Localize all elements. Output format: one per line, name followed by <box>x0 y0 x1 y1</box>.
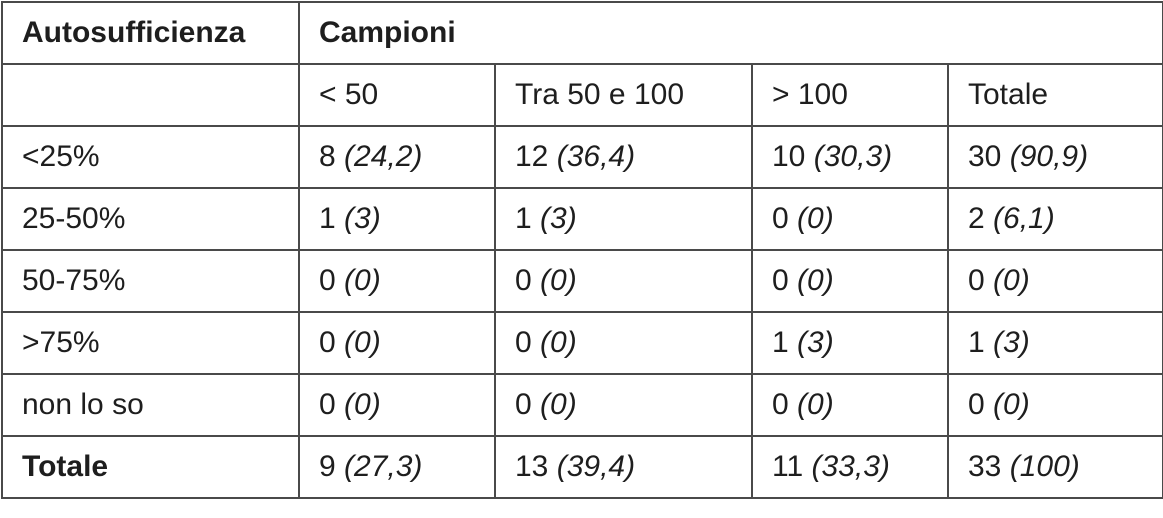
count: 0 <box>319 264 336 297</box>
percentage: (27,3) <box>344 450 423 483</box>
count: 9 <box>319 450 336 483</box>
row-label: Totale <box>1 435 300 499</box>
data-cell: 13 (39,4) <box>494 435 753 499</box>
count: 12 <box>515 140 549 173</box>
data-cell: 0 (0) <box>751 373 949 437</box>
row-label: 25-50% <box>1 187 300 251</box>
row-label: <25% <box>1 125 300 189</box>
data-cell: 8 (24,2) <box>298 125 496 189</box>
count: 30 <box>968 140 1002 173</box>
data-cell: 9 (27,3) <box>298 435 496 499</box>
percentage: (3) <box>797 326 834 359</box>
data-cell: 0 (0) <box>751 249 949 313</box>
percentage: (0) <box>797 388 834 421</box>
data-table: Autosufficienza Campioni < 50 Tra 50 e 10… <box>1 1 1163 499</box>
count: 8 <box>319 140 336 173</box>
percentage: (0) <box>540 326 577 359</box>
percentage: (3) <box>540 202 577 235</box>
data-row: 50-75% 0 (0) 0 (0) 0 (0) 0 (0) <box>1 249 1163 313</box>
count: 1 <box>772 326 789 359</box>
percentage: (33,3) <box>811 450 890 483</box>
row-label: non lo so <box>1 373 300 437</box>
count: 0 <box>968 388 985 421</box>
count: 2 <box>968 202 985 235</box>
column-header: < 50 <box>298 63 496 127</box>
data-cell: 0 (0) <box>494 249 753 313</box>
data-cell: 1 (3) <box>494 187 753 251</box>
count: 0 <box>772 264 789 297</box>
percentage: (3) <box>344 202 381 235</box>
data-cell: 0 (0) <box>946 249 1163 313</box>
data-cell: 0 (0) <box>298 373 496 437</box>
count: 0 <box>319 326 336 359</box>
percentage: (0) <box>344 264 381 297</box>
row-label: 50-75% <box>1 249 300 313</box>
data-row: Totale 9 (27,3) 13 (39,4) 11 (33,3) 33 (100) <box>1 435 1163 499</box>
count: 0 <box>319 388 336 421</box>
percentage: (0) <box>797 264 834 297</box>
count: 0 <box>772 202 789 235</box>
data-cell: 12 (36,4) <box>494 125 753 189</box>
data-cell: 11 (33,3) <box>751 435 949 499</box>
percentage: (90,9) <box>1009 140 1089 173</box>
data-cell: 2 (6,1) <box>946 187 1163 251</box>
data-cell: 0 (0) <box>494 373 753 437</box>
data-row: non lo so 0 (0) 0 (0) 0 (0) 0 (0) <box>1 373 1163 437</box>
count: 0 <box>515 264 532 297</box>
count: 0 <box>515 326 532 359</box>
header-row: Autosufficienza Campioni <box>1 1 1163 65</box>
data-cell: 1 (3) <box>751 311 949 375</box>
count: 0 <box>515 388 532 421</box>
data-cell: 0 (0) <box>751 187 949 251</box>
table-body: Autosufficienza Campioni < 50 Tra 50 e 10… <box>1 1 1163 499</box>
percentage: (0) <box>540 388 577 421</box>
percentage: (3) <box>993 326 1030 359</box>
percentage: (0) <box>993 264 1030 297</box>
count: 0 <box>772 388 789 421</box>
column-header-row: < 50 Tra 50 e 100 > 100 Totale <box>1 63 1163 127</box>
count: 1 <box>968 326 985 359</box>
count: 1 <box>319 202 336 235</box>
data-cell: 33 (100) <box>946 435 1163 499</box>
data-cell: 1 (3) <box>946 311 1163 375</box>
percentage: (100) <box>1009 450 1080 483</box>
data-cell: 30 (90,9) <box>946 125 1163 189</box>
count: 11 <box>772 450 804 483</box>
data-row: 25-50% 1 (3) 1 (3) 0 (0) 2 (6,1) <box>1 187 1163 251</box>
count: 10 <box>772 140 806 173</box>
data-row: <25% 8 (24,2) 12 (36,4) 10 (30,3) 30 (90,9) <box>1 125 1163 189</box>
percentage: (0) <box>344 326 381 359</box>
data-cell: 1 (3) <box>298 187 496 251</box>
percentage: (0) <box>540 264 577 297</box>
count: 0 <box>968 264 985 297</box>
percentage: (39,4) <box>556 450 636 483</box>
percentage: (0) <box>797 202 834 235</box>
data-cell: 0 (0) <box>298 311 496 375</box>
data-cell: 0 (0) <box>494 311 753 375</box>
data-cell: 10 (30,3) <box>751 125 949 189</box>
percentage: (0) <box>344 388 381 421</box>
column-header: > 100 <box>751 63 949 127</box>
count: 33 <box>968 450 1002 483</box>
data-row: >75% 0 (0) 0 (0) 1 (3) 1 (3) <box>1 311 1163 375</box>
column-header: Totale <box>946 63 1163 127</box>
count: 13 <box>515 450 549 483</box>
percentage: (24,2) <box>344 140 423 173</box>
percentage: (0) <box>993 388 1030 421</box>
count: 1 <box>515 202 532 235</box>
row-label-header: Autosufficienza <box>1 1 300 65</box>
data-cell: 0 (0) <box>298 249 496 313</box>
row-label: >75% <box>1 311 300 375</box>
group-header: Campioni <box>297 1 1163 65</box>
column-header: Tra 50 e 100 <box>494 63 753 127</box>
percentage: (30,3) <box>813 140 893 173</box>
empty-cell <box>1 63 300 127</box>
percentage: (36,4) <box>556 140 636 173</box>
data-cell: 0 (0) <box>946 373 1163 437</box>
percentage: (6,1) <box>993 202 1055 235</box>
